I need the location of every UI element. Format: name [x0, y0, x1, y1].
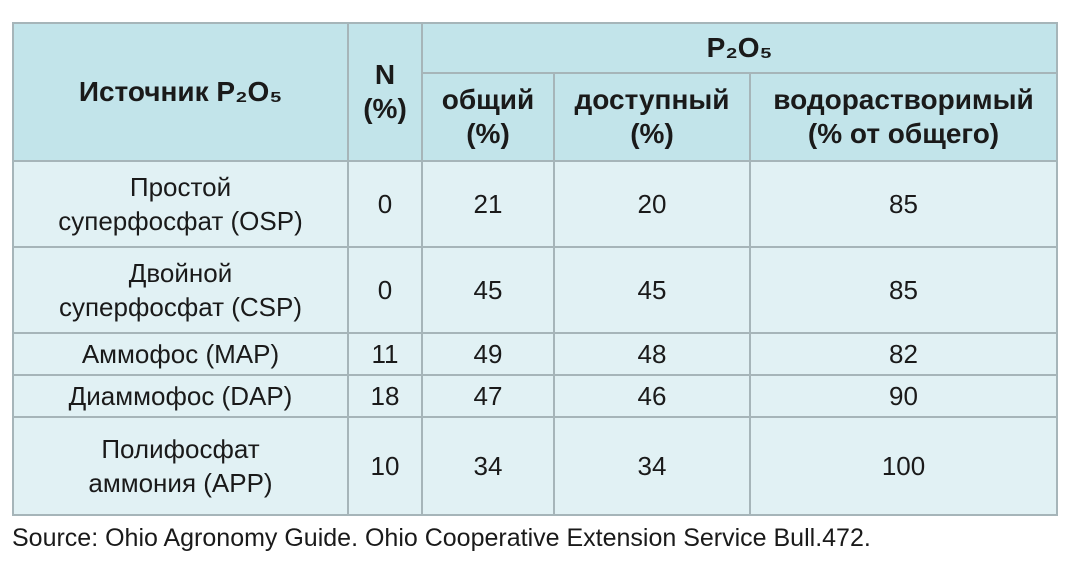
value-cell: 11	[347, 332, 423, 376]
header-group: P₂O₅	[420, 22, 1059, 74]
header-water-soluble: водорастворимый (% от общего)	[748, 72, 1059, 162]
header-total: общий (%)	[421, 72, 555, 162]
value-cell: 45	[553, 246, 751, 334]
header-source: Источник P₂O₅	[12, 22, 349, 162]
value-cell: 100	[748, 416, 1059, 516]
cell-line: (%)	[466, 118, 510, 149]
cell-line: (% от общего)	[807, 118, 1000, 149]
source-cell: Простой суперфосфат (OSP)	[12, 160, 349, 248]
value-cell: 45	[421, 246, 555, 334]
value-cell: 48	[553, 332, 751, 376]
value-cell: 20	[553, 160, 751, 248]
value-cell: 85	[748, 246, 1059, 334]
value-cell: 85	[748, 160, 1059, 248]
value-cell: 0	[347, 246, 423, 334]
cell-line: Простой	[129, 172, 232, 202]
cell-line: Диаммофос (DAP)	[68, 381, 293, 411]
cell-line: водорастворимый	[773, 84, 1034, 115]
cell-line: Полифосфат	[101, 434, 260, 464]
value-cell: 34	[553, 416, 751, 516]
cell-line: (%)	[363, 93, 407, 124]
value-cell: 18	[347, 374, 423, 418]
value-cell: 10	[347, 416, 423, 516]
table-body: Простой суперфосфат (OSP) 0 21 20 85 Двойной су…	[12, 160, 1059, 516]
cell-line: доступный	[574, 84, 730, 115]
footnote: Source: Ohio Agronomy Guide. Ohio Cooper…	[12, 524, 871, 552]
source-cell: Двойной суперфосфат (CSP)	[12, 246, 349, 334]
header-available: доступный (%)	[553, 72, 751, 162]
cell-line: Двойной	[128, 258, 233, 288]
cell-line: суперфосфат (OSP)	[58, 206, 303, 236]
source-cell: Аммофос (MAP)	[12, 332, 349, 376]
value-cell: 46	[553, 374, 751, 418]
value-cell: 90	[748, 374, 1059, 418]
table-row: Аммофос (MAP) 11 49 48 82	[12, 332, 1059, 376]
cell-line: аммония (APP)	[88, 468, 273, 498]
table-row: Диаммофос (DAP) 18 47 46 90	[12, 374, 1059, 418]
value-cell: 34	[421, 416, 555, 516]
cell-line: N	[374, 59, 396, 90]
table-row: Полифосфат аммония (APP) 10 34 34 100	[12, 416, 1059, 516]
cell-line: суперфосфат (CSP)	[58, 292, 303, 322]
cell-line: (%)	[630, 118, 674, 149]
table-row: Двойной суперфосфат (CSP) 0 45 45 85	[12, 246, 1059, 334]
value-cell: 82	[748, 332, 1059, 376]
cell-line: Аммофос (MAP)	[81, 339, 280, 369]
value-cell: 0	[347, 160, 423, 248]
source-cell: Полифосфат аммония (APP)	[12, 416, 349, 516]
table-wrap: Источник P₂O₅ N (%) P₂O₅ общий (%) доступн…	[12, 22, 1059, 516]
value-cell: 47	[421, 374, 555, 418]
table-row: Простой суперфосфат (OSP) 0 21 20 85	[12, 160, 1059, 248]
value-cell: 21	[421, 160, 555, 248]
value-cell: 49	[421, 332, 555, 376]
header-n: N (%)	[347, 22, 423, 162]
cell-line: общий	[441, 84, 535, 115]
source-cell: Диаммофос (DAP)	[12, 374, 349, 418]
table: Источник P₂O₅ N (%) P₂O₅ общий (%) доступн…	[12, 22, 1059, 516]
